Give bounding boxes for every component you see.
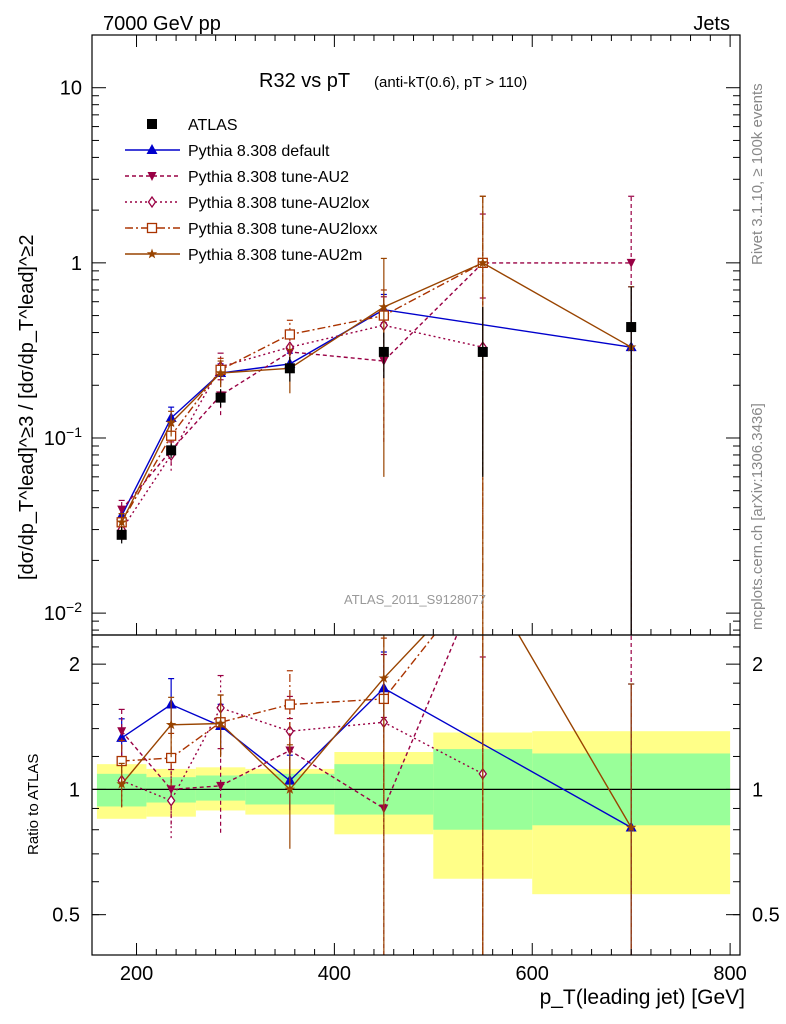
- data-point: [166, 445, 177, 456]
- ratio-frame: [91, 634, 741, 956]
- data-point: [477, 346, 488, 357]
- series-point: [284, 329, 296, 340]
- analysis-id: ATLAS_2011_S9128077: [344, 592, 486, 607]
- data-point: [378, 346, 389, 357]
- data-point: [284, 363, 295, 374]
- series-point: [116, 778, 127, 789]
- series-point: [215, 367, 226, 378]
- mcplots-label: mcplots.cern.ch [arXiv:1306.3436]: [749, 403, 766, 630]
- main-panel: [116, 195, 637, 635]
- series-point: [116, 516, 127, 527]
- x-tick-label: 800: [713, 963, 746, 985]
- series-point: [165, 719, 177, 730]
- x-tick-label: 400: [318, 963, 351, 985]
- series-point: [116, 731, 128, 742]
- series-point: [117, 727, 127, 737]
- series-line-main: [121, 262, 632, 511]
- legend-label: Pythia 8.308 tune-AU2loxx: [188, 221, 377, 238]
- series-point: [284, 699, 296, 710]
- legend-label: ATLAS: [188, 117, 238, 134]
- axis-ticks: 200 400 600 800 10−2 10−1 1 10 0.5 0.5 1 1 2 2: [44, 34, 780, 985]
- legend-marker: [147, 119, 157, 129]
- main-y-tick-label: 1: [71, 253, 82, 275]
- series-point: [284, 783, 296, 794]
- ratio-y-tick-label-left: 0.5: [52, 905, 80, 927]
- main-y-tick-label: 10−2: [44, 599, 82, 625]
- series-point: [216, 781, 226, 791]
- legend-item: Pythia 8.308 tune-AU2lox: [125, 195, 369, 212]
- x-tick-label: 200: [120, 963, 153, 985]
- legend: ATLAS Pythia 8.308 default Pythia 8.308 tu…: [125, 117, 377, 264]
- legend-label: Pythia 8.308 tune-AU2lox: [188, 195, 369, 212]
- legend-label: Pythia 8.308 tune-AU2m: [188, 247, 362, 264]
- ratio-panel: [116, 635, 637, 955]
- legend-marker: [146, 248, 158, 259]
- legend-item: Pythia 8.308 tune-AU2m: [125, 247, 362, 264]
- legend-label: Pythia 8.308 default: [188, 143, 330, 160]
- header-left: 7000 GeV pp: [103, 13, 221, 35]
- ratio-y-tick-label-right: 0.5: [752, 905, 780, 927]
- ratio-bands: [92, 731, 740, 895]
- data-point: [215, 392, 226, 403]
- x-axis-label: p_T(leading jet) [GeV]: [540, 986, 745, 1009]
- header-right: Jets: [693, 13, 730, 35]
- series-point: [165, 417, 177, 428]
- legend-label: Pythia 8.308 tune-AU2: [188, 169, 349, 186]
- series-line-main: [121, 324, 483, 530]
- main-y-tick-label: 10−1: [44, 424, 82, 450]
- legend-item: Pythia 8.308 tune-AU2loxx: [125, 221, 377, 238]
- series-line-main: [121, 262, 484, 523]
- legend-marker: [147, 172, 157, 181]
- data-point: [116, 529, 127, 540]
- main-y-axis-label: [dσ/dp_T^lead]^≥3 / [dσ/dp_T^lead]^≥2: [16, 235, 38, 580]
- ratio-y-axis-label: Ratio to ATLAS: [25, 754, 42, 855]
- series-line-ratio: [121, 687, 632, 829]
- ratio-y-tick-label-left: 2: [69, 654, 80, 676]
- series-point: [378, 301, 390, 312]
- chart-title: R32 vs pT: [259, 70, 350, 92]
- rivet-label: Rivet 3.1.10, ≥ 100k events: [749, 83, 766, 265]
- series-point: [477, 257, 488, 268]
- legend-item: ATLAS: [147, 117, 238, 134]
- legend-item: Pythia 8.308 default: [125, 143, 330, 160]
- series-point: [626, 258, 636, 268]
- legend-marker: [146, 222, 158, 234]
- series-point: [166, 785, 176, 795]
- series-point: [285, 725, 295, 738]
- chart-subtitle: (anti-kT(0.6), pT > 110): [374, 74, 527, 91]
- series-point: [166, 794, 176, 807]
- series-point: [625, 822, 637, 832]
- series-point: [215, 718, 226, 728]
- legend-marker: [146, 144, 158, 154]
- series-point: [117, 505, 127, 515]
- legend-item: Pythia 8.308 tune-AU2: [125, 169, 349, 186]
- x-tick-label: 600: [516, 963, 549, 985]
- ratio-y-tick-label-right: 1: [752, 779, 763, 801]
- series-line-main: [121, 308, 632, 517]
- series-line-ratio: [121, 635, 436, 762]
- ratio-y-tick-label-right: 2: [752, 654, 763, 676]
- legend-marker: [147, 195, 157, 209]
- main-y-tick-label: 10: [60, 78, 82, 100]
- ratio-y-tick-label-left: 1: [69, 779, 80, 801]
- data-point: [626, 322, 637, 333]
- series-point: [378, 672, 390, 683]
